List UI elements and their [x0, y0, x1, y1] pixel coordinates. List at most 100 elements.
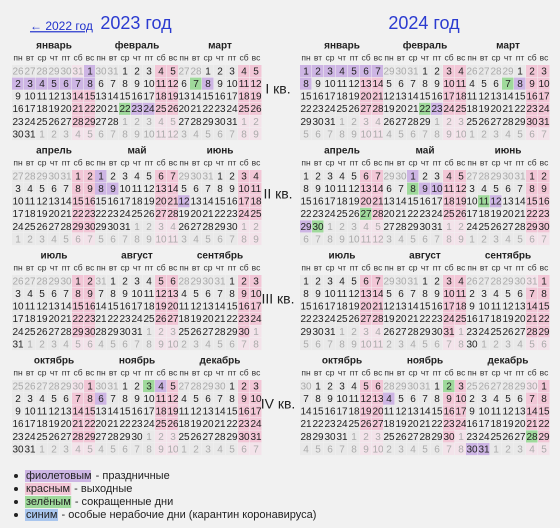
day-number: 27: [514, 327, 526, 338]
day-cell: [60, 338, 72, 351]
day-cell: [143, 405, 155, 418]
day-number: 18: [131, 197, 143, 208]
day-number: 28: [72, 117, 84, 128]
day-number: 3: [446, 66, 452, 77]
weekday: вс: [252, 262, 261, 272]
day-number: 12: [167, 394, 179, 405]
day-cell: [24, 170, 36, 183]
weekday: пн: [467, 367, 477, 377]
day-number: 14: [60, 302, 72, 313]
day-number: 18: [155, 92, 167, 103]
day-number: 5: [303, 339, 309, 350]
weekday: вт: [109, 262, 117, 272]
day-number: 5: [422, 444, 428, 455]
day-cell: [383, 325, 395, 338]
day-cell: [324, 325, 336, 338]
day-number: 1: [122, 117, 128, 128]
day-number: 25: [178, 432, 190, 443]
day-number: 31: [95, 276, 107, 287]
day-number: 21: [214, 419, 226, 430]
day-number: 8: [434, 129, 440, 140]
day-number: 31: [407, 276, 419, 287]
day-number: 2: [134, 117, 140, 128]
day-number: 14: [95, 302, 107, 313]
day-cell: [12, 220, 24, 233]
day-number: 2: [87, 276, 93, 287]
month-name: июнь: [495, 146, 522, 157]
day-cell: [538, 312, 550, 325]
day-number: 12: [490, 197, 502, 208]
day-number: 30: [514, 276, 526, 287]
day-number: 8: [351, 444, 357, 455]
day-cell: [155, 77, 167, 90]
day-cell: [526, 275, 538, 288]
day-number: 27: [24, 276, 36, 287]
day-number: 11: [373, 129, 384, 140]
day-cell: [202, 220, 214, 233]
day-cell: [300, 430, 312, 443]
day-number: 4: [303, 444, 309, 455]
day-number: 28: [178, 276, 190, 287]
day-number: 1: [87, 381, 93, 392]
day-number: 6: [410, 129, 416, 140]
day-number: 10: [324, 79, 336, 90]
day-cell: [526, 115, 538, 128]
day-cell: [36, 392, 48, 405]
day-cell: [526, 287, 538, 300]
day-cell: [119, 338, 131, 351]
day-number: 14: [395, 197, 407, 208]
day-cell: [312, 207, 324, 220]
day-number: 27: [490, 117, 502, 128]
day-number: 17: [538, 92, 550, 103]
day-cell: [131, 115, 143, 128]
day-cell: [419, 207, 431, 220]
day-cell: [143, 417, 155, 430]
day-cell: [395, 380, 407, 393]
day-number: 16: [312, 92, 324, 103]
day-cell: [300, 220, 312, 233]
day-number: 11: [168, 234, 179, 245]
day-cell: [178, 115, 190, 128]
day-number: 27: [178, 117, 190, 128]
day-cell: [24, 77, 36, 90]
day-cell: [419, 392, 431, 405]
day-cell: [107, 170, 119, 183]
day-cell: [250, 380, 262, 393]
day-number: 28: [60, 222, 72, 233]
day-cell: [324, 275, 336, 288]
day-cell: [226, 170, 238, 183]
day-cell: [360, 443, 372, 456]
day-cell: [514, 275, 526, 288]
day-number: 15: [431, 407, 443, 418]
day-number: 30: [238, 432, 250, 443]
day-cell: [466, 325, 478, 338]
day-cell: [372, 300, 384, 313]
weekday: вс: [86, 52, 95, 62]
weekday: пн: [467, 262, 477, 272]
day-number: 2: [110, 171, 116, 182]
day-cell: [490, 300, 502, 313]
day-cell: [12, 182, 24, 195]
day-number: 5: [205, 234, 211, 245]
day-cell: [226, 233, 238, 246]
day-cell: [214, 90, 226, 103]
day-cell: [443, 90, 455, 103]
day-cell: [202, 90, 214, 103]
day-number: 1: [229, 276, 235, 287]
day-cell: [36, 287, 48, 300]
weekday: ср: [409, 367, 418, 377]
day-number: 6: [410, 394, 416, 405]
weekday: пн: [179, 262, 189, 272]
weekday: вт: [397, 157, 405, 167]
day-number: 13: [178, 92, 190, 103]
day-number: 30: [95, 381, 107, 392]
day-cell: [84, 405, 96, 418]
prev-year-link[interactable]: ← 2022 год: [30, 19, 93, 33]
weekday: вт: [26, 157, 34, 167]
day-cell: [502, 300, 514, 313]
day-cell: [60, 65, 72, 78]
day-cell: [72, 430, 84, 443]
day-number: 2: [193, 444, 199, 455]
day-cell: [60, 77, 72, 90]
day-cell: [324, 207, 336, 220]
